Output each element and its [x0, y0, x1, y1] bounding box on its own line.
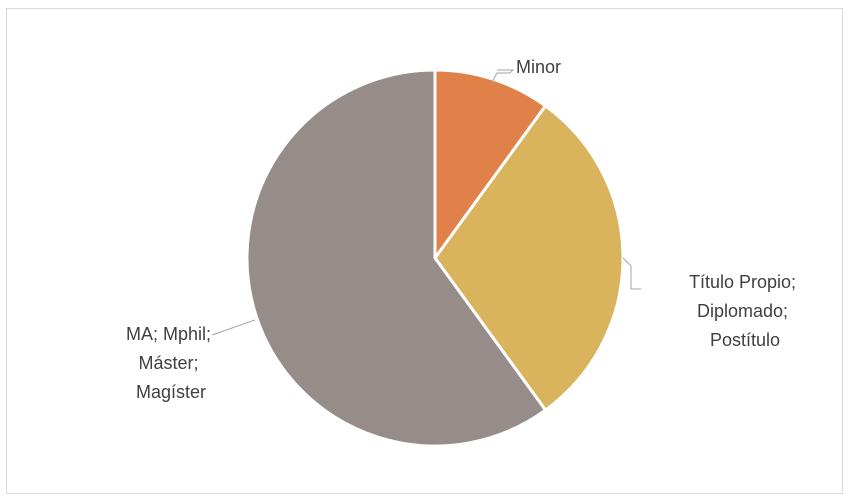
data-label-minor: Minor: [516, 57, 561, 77]
leader-line-titulo-propio: [622, 257, 641, 290]
leader-line-ma-magister: [211, 319, 256, 336]
pie-slices: [245, 68, 625, 448]
data-label-titulo-propio: Título Propio; Diplomado; Postítulo: [689, 272, 801, 350]
leader-line-minor: [490, 69, 515, 85]
pie-slice-ma-magister: [245, 68, 548, 448]
leader-lines: [211, 69, 641, 336]
data-label-ma-magister: MA; Mphil; Máster; Magíster: [126, 324, 216, 402]
